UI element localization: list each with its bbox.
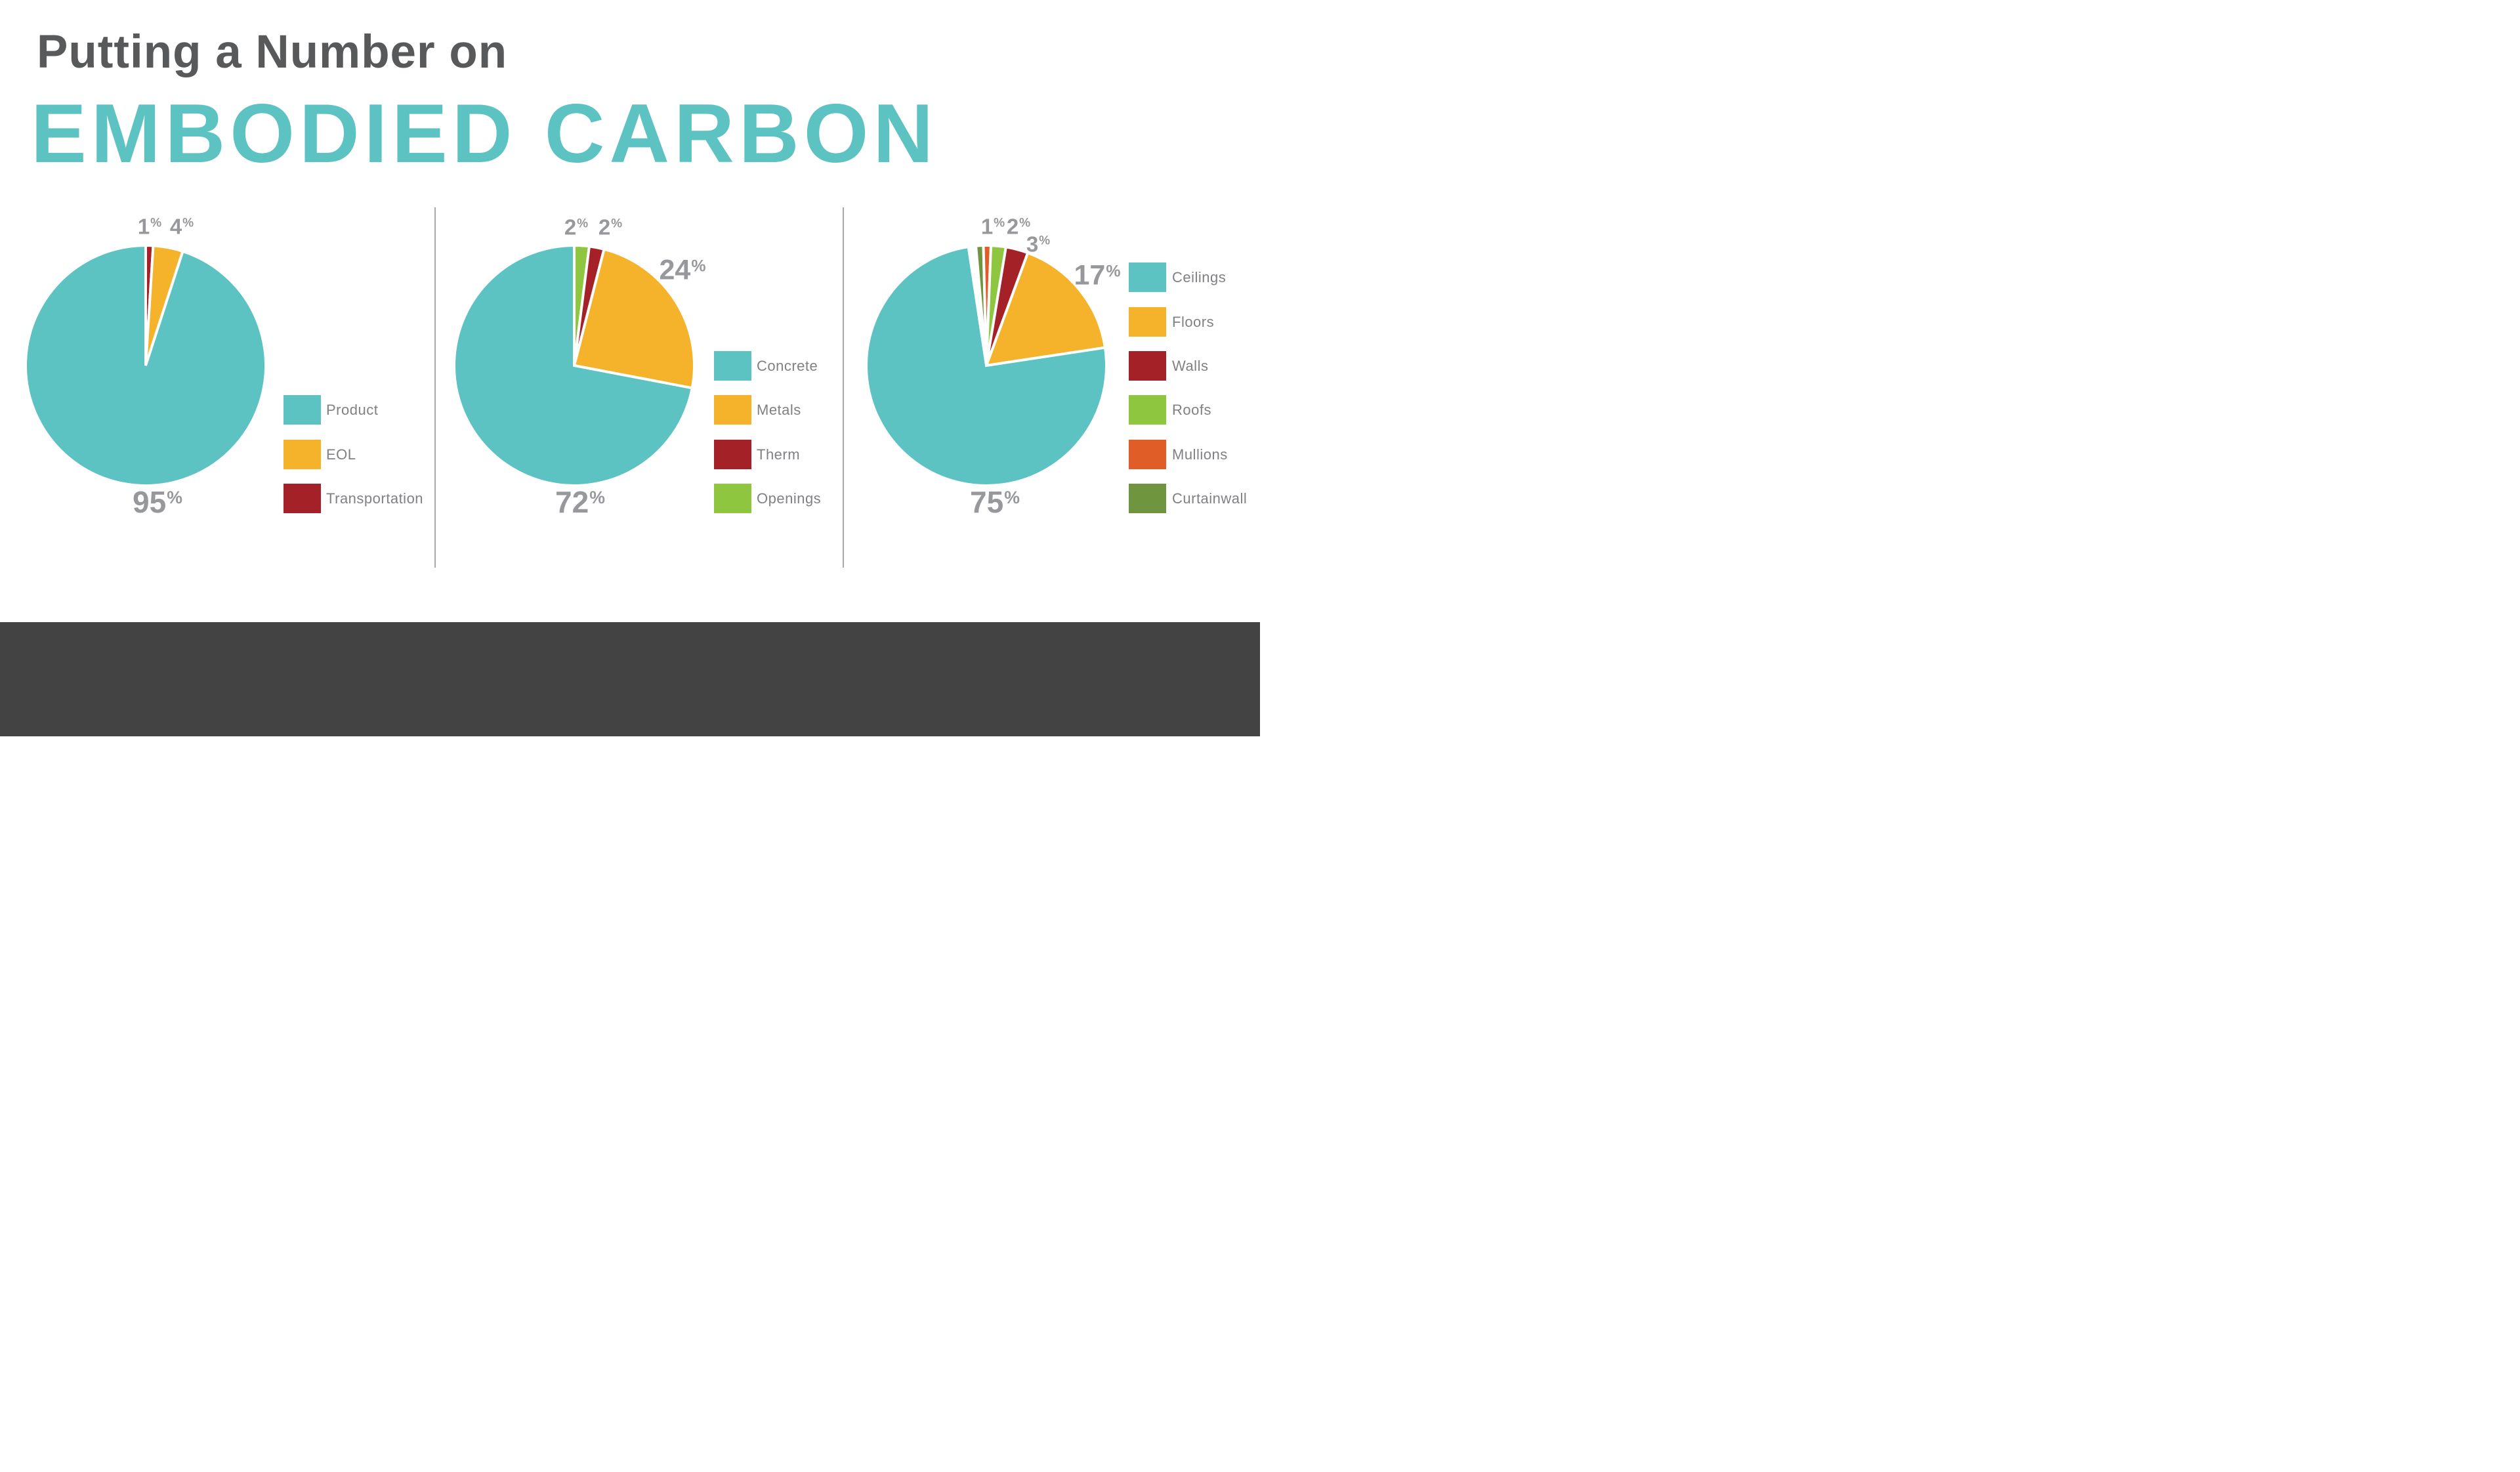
legend-swatch-metals	[714, 395, 751, 425]
legend-item-metals: Metals	[714, 395, 801, 425]
data-label-value: 17	[1074, 259, 1106, 291]
legend-item-eol: EOL	[284, 440, 356, 469]
legend-label: Transportation	[326, 490, 424, 507]
percent-sign: %	[994, 216, 1005, 230]
data-label-2-pct: 2%	[1007, 216, 1030, 238]
percent-sign: %	[691, 257, 706, 276]
legend-item-product: Product	[284, 395, 378, 425]
legend-swatch-roofs	[1129, 395, 1166, 425]
legend-label: Concrete	[757, 357, 818, 374]
data-label-1-pct: 1%	[138, 216, 161, 238]
data-label-value: 2	[598, 215, 611, 240]
legend-label: Mullions	[1172, 446, 1228, 463]
legend-label: Openings	[757, 490, 822, 507]
section-divider-right	[843, 207, 844, 568]
percent-sign: %	[577, 217, 589, 231]
data-label-72-pct: 72%	[555, 487, 605, 517]
data-label-value: 72	[555, 485, 589, 519]
legend-swatch-ceilings	[1129, 263, 1166, 292]
pie-chart-embodied-carbon-by-building-element	[865, 243, 1108, 487]
data-label-1-pct: 1%	[981, 216, 1005, 238]
pie-slice-metals	[572, 247, 696, 390]
legend-item-mullions: Mullions	[1129, 440, 1228, 469]
legend-swatch-eol	[284, 440, 321, 469]
legend-item-roofs: Roofs	[1129, 395, 1211, 425]
legend-swatch-walls	[1129, 351, 1166, 381]
legend-label: EOL	[326, 446, 356, 463]
legend-swatch-mullions	[1129, 440, 1166, 469]
legend-item-concrete: Concrete	[714, 351, 818, 381]
pie-slice-concrete	[453, 243, 694, 487]
legend-label: Ceilings	[1172, 268, 1227, 285]
page-title: EMBODIED CARBON	[31, 87, 938, 180]
data-label-value: 1	[137, 214, 150, 239]
percent-sign: %	[167, 488, 182, 508]
legend-swatch-floors	[1129, 307, 1166, 337]
legend-swatch-curtainwall	[1129, 484, 1166, 513]
legend-item-openings: Openings	[714, 484, 821, 513]
percent-sign: %	[1004, 488, 1020, 508]
data-label-value: 95	[133, 485, 167, 519]
section-divider-left	[434, 207, 436, 568]
legend-label: Walls	[1172, 357, 1209, 374]
percent-sign: %	[182, 216, 194, 230]
legend-swatch-product	[284, 395, 321, 425]
legend-label: Therm	[757, 446, 801, 463]
data-label-4-pct: 4%	[170, 216, 194, 238]
percent-sign: %	[1106, 262, 1121, 281]
legend-item-walls: Walls	[1129, 351, 1208, 381]
data-label-17-pct: 17%	[1074, 259, 1121, 291]
data-label-value: 2	[564, 215, 577, 240]
pie-chart-embodied-carbon-by-lifecycle-stage	[24, 243, 267, 487]
percent-sign: %	[1039, 234, 1051, 248]
legend-label: Curtainwall	[1172, 490, 1248, 507]
data-label-75-pct: 75%	[970, 487, 1020, 517]
data-label-value: 4	[169, 214, 182, 239]
legend-swatch-transportation	[284, 484, 321, 513]
slide: Putting a Number on EMBODIED CARBON 1% 4%…	[0, 0, 1260, 736]
data-label-value: 1	[980, 214, 994, 239]
title-kicker: Putting a Number on	[37, 26, 508, 78]
legend-label: Product	[326, 401, 379, 418]
data-label-value: 2	[1006, 214, 1019, 239]
legend-label: Roofs	[1172, 401, 1211, 418]
data-label-2-pct: 2%	[564, 217, 588, 238]
legend-item-transportation: Transportation	[284, 484, 423, 513]
legend-swatch-openings	[714, 484, 751, 513]
percent-sign: %	[589, 488, 605, 508]
legend-item-floors: Floors	[1129, 307, 1214, 337]
legend-label: Metals	[757, 401, 801, 418]
data-label-24-pct: 24%	[659, 254, 706, 286]
percent-sign: %	[1019, 216, 1031, 230]
data-label-value: 3	[1026, 232, 1039, 257]
pie-chart-embodied-carbon-by-material	[453, 243, 696, 487]
legend-swatch-therm	[714, 440, 751, 469]
data-label-3-pct: 3%	[1026, 234, 1050, 255]
percent-sign: %	[611, 217, 623, 231]
data-label-2-pct: 2%	[598, 217, 622, 238]
pie-slice-product	[24, 243, 267, 487]
data-label-value: 75	[970, 485, 1004, 519]
pie-slice-floors	[984, 251, 1107, 368]
legend-item-therm: Therm	[714, 440, 800, 469]
footer-bar	[0, 622, 1260, 736]
legend-item-curtainwall: Curtainwall	[1129, 484, 1247, 513]
data-label-95-pct: 95%	[133, 487, 182, 517]
pie-slice-ceilings	[865, 245, 1108, 487]
data-label-value: 24	[659, 254, 691, 286]
legend-item-ceilings: Ceilings	[1129, 263, 1226, 292]
legend-label: Floors	[1172, 313, 1215, 330]
legend-swatch-concrete	[714, 351, 751, 381]
percent-sign: %	[150, 216, 162, 230]
